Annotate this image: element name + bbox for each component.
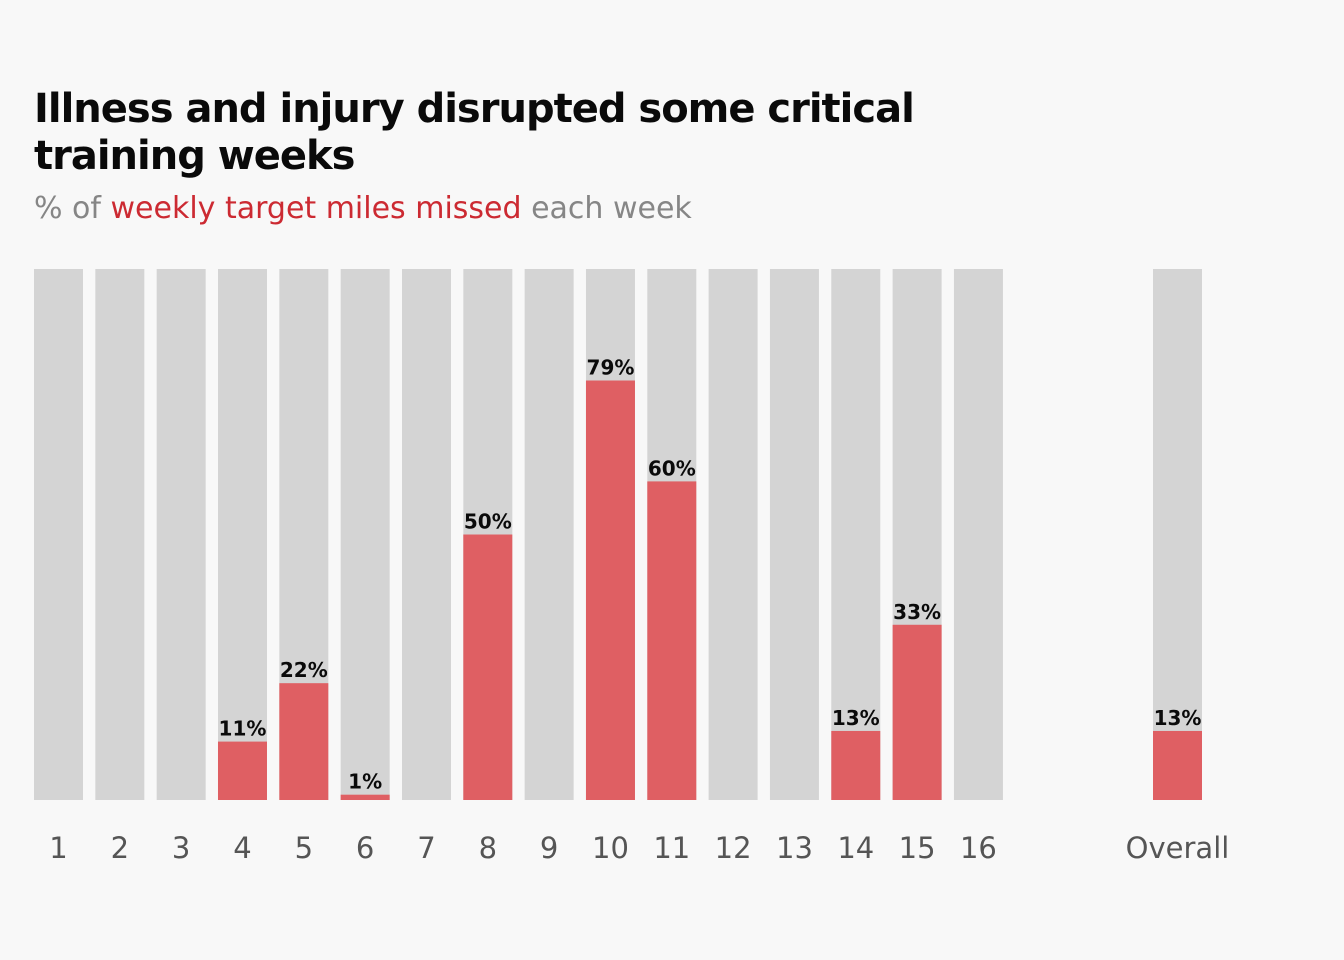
bar-track-2 (95, 269, 145, 800)
category-label-overall: Overall (1126, 831, 1230, 865)
chart-subtitle: % of weekly target miles missed each wee… (34, 190, 692, 228)
category-label-14: 14 (837, 831, 874, 865)
data-label-4: 11% (219, 717, 267, 741)
category-label-3: 3 (172, 831, 190, 865)
category-label-13: 13 (776, 831, 813, 865)
data-label-6: 1% (348, 770, 382, 794)
bar-5 (279, 683, 329, 800)
category-label-7: 7 (417, 831, 435, 865)
subtitle-suffix: each week (521, 191, 692, 226)
bar-track-overall (1153, 269, 1202, 800)
bar-11 (647, 481, 697, 800)
category-label-9: 9 (540, 831, 558, 865)
category-label-16: 16 (960, 831, 997, 865)
bar-15 (892, 624, 942, 800)
data-label-11: 60% (648, 456, 696, 480)
bar-10 (585, 380, 635, 800)
category-label-2: 2 (111, 831, 129, 865)
bar-track-14 (831, 269, 881, 800)
bar-track-12 (708, 269, 758, 800)
data-label-14: 13% (832, 706, 880, 730)
category-label-8: 8 (479, 831, 497, 865)
bar-track-6 (340, 269, 390, 800)
bar-8 (463, 534, 513, 800)
bar-track-16 (953, 269, 1003, 800)
category-label-11: 11 (653, 831, 690, 865)
category-label-6: 6 (356, 831, 374, 865)
subtitle-prefix: % of (34, 191, 111, 226)
bar-track-4 (217, 269, 267, 800)
data-label-8: 50% (464, 510, 512, 534)
chart-title: Illness and injury disrupted some critic… (34, 86, 915, 179)
subtitle-highlight: weekly target miles missed (110, 191, 522, 226)
data-label-10: 79% (587, 356, 635, 380)
category-label-1: 1 (49, 831, 67, 865)
bar-track-7 (401, 269, 451, 800)
category-label-5: 5 (295, 831, 313, 865)
data-label-overall: 13% (1154, 706, 1202, 730)
category-label-12: 12 (715, 831, 752, 865)
bar-track-9 (524, 269, 574, 800)
data-label-5: 22% (280, 658, 328, 682)
bar-14 (831, 730, 881, 800)
bar-6 (340, 794, 390, 800)
category-label-4: 4 (233, 831, 251, 865)
bar-track-3 (156, 269, 206, 800)
bar-track-1 (34, 269, 83, 800)
bar-4 (217, 741, 267, 800)
bar-track-13 (769, 269, 819, 800)
category-label-10: 10 (592, 831, 629, 865)
category-label-15: 15 (899, 831, 936, 865)
bar-overall (1153, 730, 1202, 800)
data-label-15: 33% (893, 600, 941, 624)
